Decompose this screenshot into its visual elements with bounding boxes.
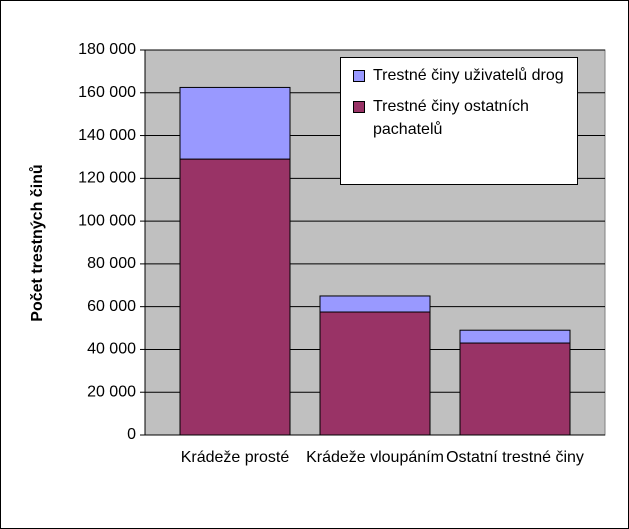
y-tick-label: 0 [127, 426, 136, 443]
y-tick-label: 180 000 [78, 41, 136, 58]
y-tick-label: 60 000 [87, 298, 136, 315]
x-tick-label: Krádeže prosté [180, 449, 290, 466]
bar-segment [179, 158, 291, 436]
legend-item: Trestné činy ostatních pachatelů [353, 95, 571, 141]
y-tick-label: 100 000 [78, 212, 136, 229]
bar-segment [179, 86, 291, 160]
y-tick-label: 20 000 [87, 383, 136, 400]
y-tick-label: 140 000 [78, 127, 136, 144]
legend-item: Trestné činy uživatelů drog [353, 64, 571, 87]
y-tick-label: 120 000 [78, 170, 136, 187]
bar-segment [319, 295, 431, 313]
y-tick-label: 80 000 [87, 255, 136, 272]
x-tick-label: Ostatní trestné činy [446, 449, 584, 466]
legend-swatch [353, 101, 365, 113]
bar-segment [319, 311, 431, 436]
bar-segment [459, 342, 571, 436]
y-tick-label: 40 000 [87, 341, 136, 358]
legend-label: Trestné činy ostatních pachatelů [373, 98, 529, 138]
bar-segment [459, 329, 571, 344]
legend-swatch [353, 70, 365, 82]
legend: Trestné činy uživatelů drog Trestné činy … [340, 57, 578, 185]
y-tick-label: 160 000 [78, 84, 136, 101]
y-axis-title: Počet trestných činů [29, 164, 46, 321]
legend-label: Trestné činy uživatelů drog [373, 67, 564, 84]
x-tick-label: Krádeže vloupáním [306, 449, 444, 466]
